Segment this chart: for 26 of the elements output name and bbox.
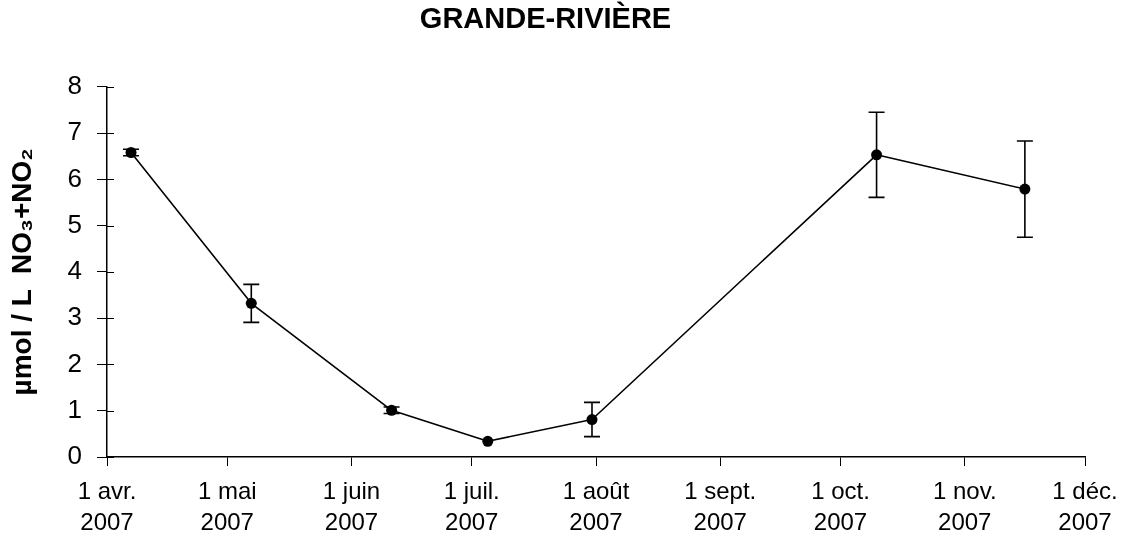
x-tick-label: 1 juil. 2007	[443, 477, 500, 536]
point	[1019, 183, 1031, 195]
point	[482, 435, 494, 447]
x-tick-label: 1 oct. 2007	[811, 477, 870, 536]
x-tick-label: 1 juin 2007	[322, 477, 381, 536]
x-tick-label: 1 mai 2007	[197, 477, 257, 536]
y-tick-label: 5	[67, 208, 82, 239]
y-tick-label: 2	[67, 347, 82, 378]
y-tick-label: 0	[67, 440, 82, 471]
x-tick-label: 1 avr. 2007	[77, 477, 137, 536]
point	[245, 297, 257, 309]
y-tick-label: 4	[67, 255, 82, 286]
x-tick-label: 1 nov. 2007	[932, 477, 997, 536]
point	[386, 404, 398, 416]
x-tick-label: 1 sept. 2007	[684, 477, 757, 536]
y-tick-label: 6	[67, 162, 82, 193]
y-tick-label: 1	[67, 393, 82, 424]
point	[871, 149, 883, 161]
y-tick-label: 3	[67, 301, 82, 332]
point	[586, 414, 598, 426]
x-tick-label: 1 août 2007	[562, 477, 630, 536]
chart-title: GRANDE-RIVIÈRE	[419, 1, 672, 35]
y-tick-label: 7	[67, 116, 82, 147]
y-tick-label: 8	[67, 69, 82, 100]
y-axis-title: µmol / L NO₃+NO₂	[5, 148, 37, 396]
x-tick-label: 1 déc. 2007	[1052, 477, 1118, 536]
